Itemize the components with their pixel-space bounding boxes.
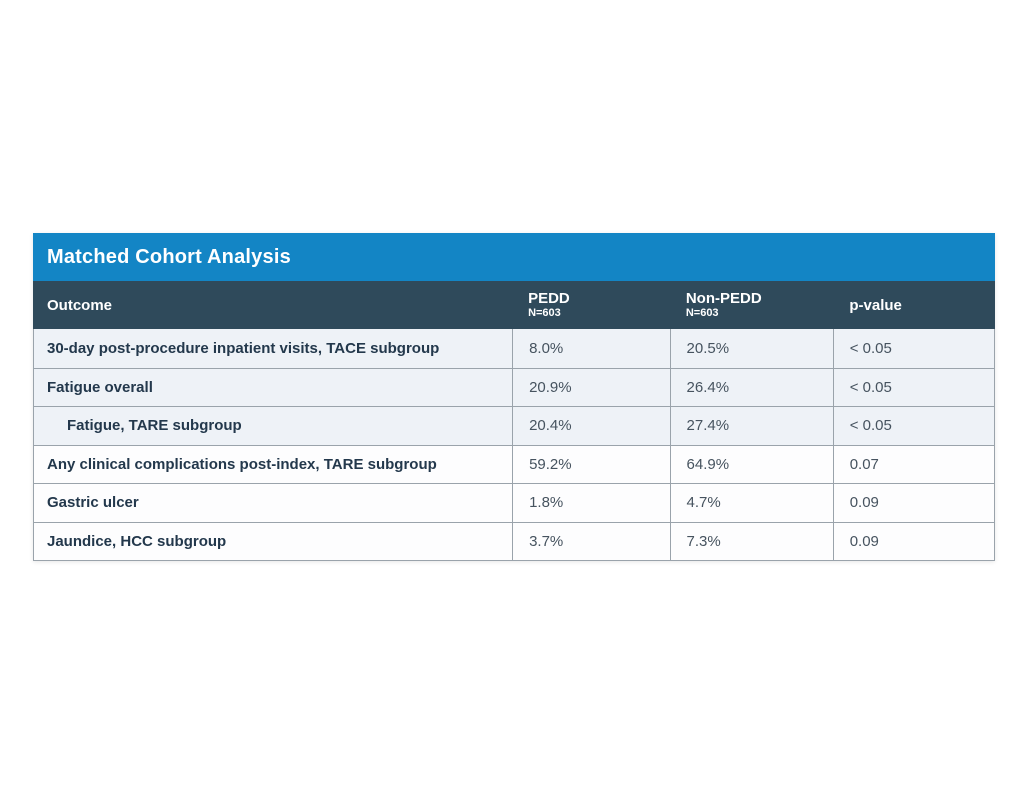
outcome-cell: Jaundice, HCC subgroup (47, 532, 227, 550)
table-row: Gastric ulcer 1.8% 4.7% 0.09 (34, 483, 994, 522)
outcome-cell: 30-day post-procedure inpatient visits, … (47, 339, 440, 357)
table-row: Any clinical complications post-index, T… (34, 444, 994, 483)
table-title-bar: Matched Cohort Analysis (33, 233, 995, 281)
outcome-cell: Any clinical complications post-index, T… (47, 455, 437, 473)
matched-cohort-table: Matched Cohort Analysis Outcome PEDD N=6… (33, 233, 995, 561)
table-header-row: Outcome PEDD N=603 Non-PEDD N=603 p-valu… (33, 281, 995, 329)
table-row: Fatigue overall 20.9% 26.4% < 0.05 (34, 367, 994, 406)
table-row: Fatigue, TARE subgroup 20.4% 27.4% < 0.0… (34, 406, 994, 445)
pvalue-cell: < 0.05 (832, 407, 994, 445)
nonpedd-header-n: N=603 (685, 307, 719, 319)
pvalue-cell: < 0.05 (832, 329, 994, 368)
pedd-cell: 3.7% (512, 522, 669, 560)
pedd-header-label: PEDD (528, 290, 570, 307)
table-row: Jaundice, HCC subgroup 3.7% 7.3% 0.09 (34, 521, 994, 560)
nonpedd-cell: 27.4% (669, 407, 833, 445)
pedd-cell: 8.0% (512, 329, 669, 368)
pedd-cell: 1.8% (512, 484, 669, 522)
pedd-cell: 59.2% (512, 445, 669, 483)
nonpedd-header-label: Non-PEDD (685, 290, 762, 307)
pedd-cell: 20.4% (512, 407, 669, 445)
table-body: 30-day post-procedure inpatient visits, … (33, 329, 995, 561)
pvalue-cell: < 0.05 (832, 368, 994, 406)
table-title: Matched Cohort Analysis (47, 245, 291, 268)
nonpedd-cell: 4.7% (669, 484, 833, 522)
pedd-cell: 20.9% (512, 368, 669, 406)
nonpedd-cell: 26.4% (669, 368, 833, 406)
table-row: 30-day post-procedure inpatient visits, … (34, 329, 994, 368)
pvalue-cell: 0.07 (832, 445, 994, 483)
pvalue-header-label: p-value (849, 296, 902, 314)
column-header-outcome: Outcome (33, 281, 512, 329)
nonpedd-cell: 20.5% (669, 329, 833, 368)
pedd-header-n: N=603 (528, 307, 561, 319)
nonpedd-cell: 7.3% (669, 522, 833, 560)
nonpedd-cell: 64.9% (669, 445, 833, 483)
outcome-cell: Fatigue, TARE subgroup (67, 417, 242, 435)
pvalue-cell: 0.09 (832, 484, 994, 522)
column-header-nonpedd: Non-PEDD N=603 (670, 281, 834, 329)
outcome-cell: Gastric ulcer (47, 494, 139, 512)
pvalue-cell: 0.09 (832, 522, 994, 560)
outcome-cell: Fatigue overall (47, 378, 153, 396)
column-header-pedd: PEDD N=603 (512, 281, 670, 329)
column-header-pvalue: p-value (833, 281, 995, 329)
outcome-header-label: Outcome (47, 296, 113, 314)
